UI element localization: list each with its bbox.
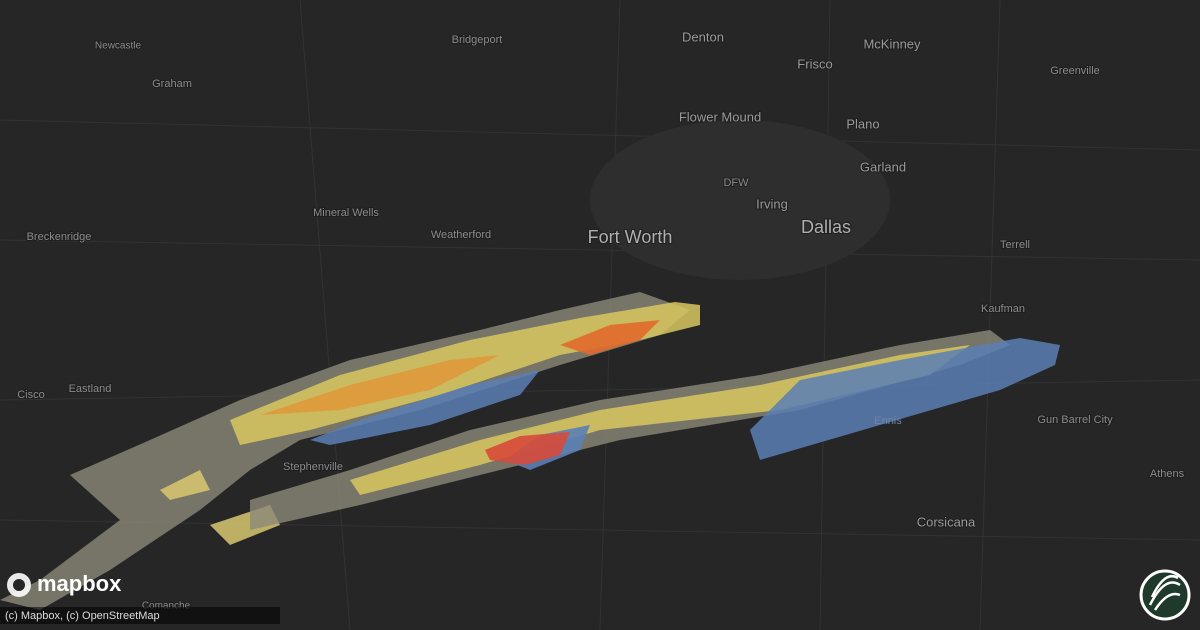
- city-label: Weatherford: [431, 229, 491, 241]
- logo-text: mapbox: [37, 571, 122, 596]
- city-label: Eastland: [69, 383, 112, 395]
- city-label: McKinney: [863, 36, 921, 51]
- city-label: Newcastle: [95, 41, 142, 52]
- city-label: Plano: [846, 116, 879, 131]
- city-label: Ennis: [874, 415, 902, 427]
- attribution: (c) Mapbox, (c) OpenStreetMap: [5, 610, 160, 622]
- city-label: Frisco: [797, 56, 832, 71]
- city-label: Terrell: [1000, 239, 1030, 251]
- city-label: Gun Barrel City: [1037, 414, 1113, 426]
- city-label: Graham: [152, 78, 192, 90]
- storm-swath-east: [250, 330, 1060, 530]
- city-label: Corsicana: [917, 514, 976, 529]
- city-label: Dallas: [801, 217, 851, 237]
- city-label: Greenville: [1050, 65, 1100, 77]
- city-label: Athens: [1150, 468, 1185, 480]
- city-label: Garland: [860, 159, 906, 174]
- attribution-bar: [0, 607, 280, 624]
- city-label: Irving: [756, 196, 788, 211]
- city-label: Bridgeport: [452, 34, 503, 46]
- urban-area: [590, 120, 890, 280]
- city-label: Flower Mound: [679, 109, 761, 124]
- city-label: Mineral Wells: [313, 207, 379, 219]
- city-label: Cisco: [17, 389, 45, 401]
- brand-badge: [1139, 569, 1191, 621]
- city-label: DFW: [723, 177, 749, 189]
- place-labels: Newcastle Bridgeport Denton McKinney Fri…: [16, 28, 1185, 612]
- city-label: Stephenville: [283, 461, 343, 473]
- city-label: Breckenridge: [27, 231, 92, 243]
- city-label: Denton: [682, 29, 724, 44]
- city-label: Kaufman: [981, 303, 1025, 315]
- mapbox-logo: mapbox: [7, 571, 122, 597]
- storm-swath-west: [0, 292, 700, 610]
- city-label: Fort Worth: [588, 227, 673, 247]
